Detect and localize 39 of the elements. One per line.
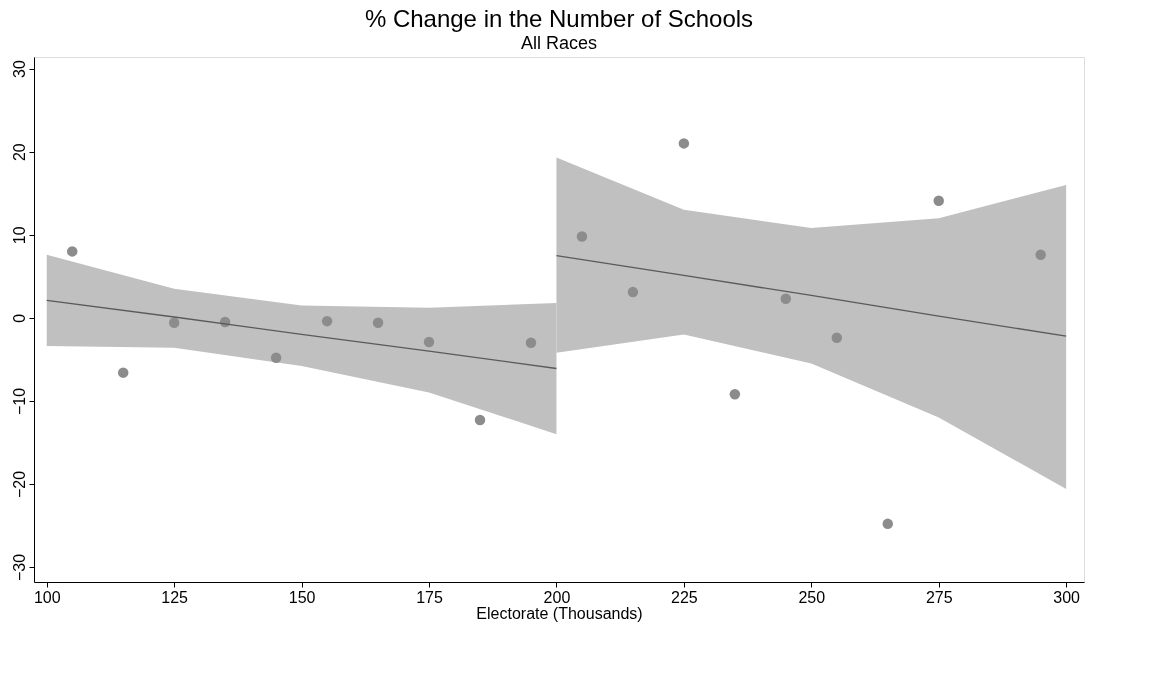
point [627, 286, 639, 298]
x-tick-label: 125 [161, 588, 189, 606]
point [117, 367, 129, 378]
point [525, 337, 537, 348]
point [270, 352, 282, 363]
point [1035, 249, 1046, 260]
point [372, 317, 384, 329]
point [780, 293, 792, 304]
x-tick-label: 200 [543, 588, 571, 606]
point [933, 195, 944, 206]
chart-title: % Change in the Number of Schools [364, 5, 754, 32]
line-series [555, 254, 1067, 337]
x-tick-label: 225 [671, 588, 698, 606]
x-tick-label: 175 [416, 588, 443, 606]
y-tick-label: 30 [10, 60, 28, 79]
y-tick-label: 10 [10, 226, 28, 245]
x-tick-label: 250 [798, 588, 826, 606]
y-tick-label: −30 [10, 553, 28, 582]
point [474, 414, 486, 426]
point [576, 231, 588, 242]
y-tick-label: 20 [10, 143, 28, 162]
chart-subtitle: All Races [520, 33, 598, 53]
point [321, 315, 333, 327]
x-tick-label: 150 [288, 588, 316, 606]
y-tick-label: 0 [10, 313, 28, 323]
y-tick-label: −10 [10, 387, 28, 415]
point [423, 336, 435, 348]
point [678, 138, 690, 149]
x-axis-title: Electorate (Thousands) [476, 604, 643, 622]
x-tick-label: 100 [33, 588, 61, 606]
point [831, 332, 843, 344]
line-series [46, 299, 558, 370]
x-tick-label: 300 [1053, 588, 1081, 606]
point [66, 246, 78, 257]
x-tick-label: 275 [925, 588, 953, 606]
y-tick-label: −20 [10, 470, 28, 499]
point [168, 317, 180, 329]
point [882, 518, 894, 530]
point [729, 389, 741, 400]
